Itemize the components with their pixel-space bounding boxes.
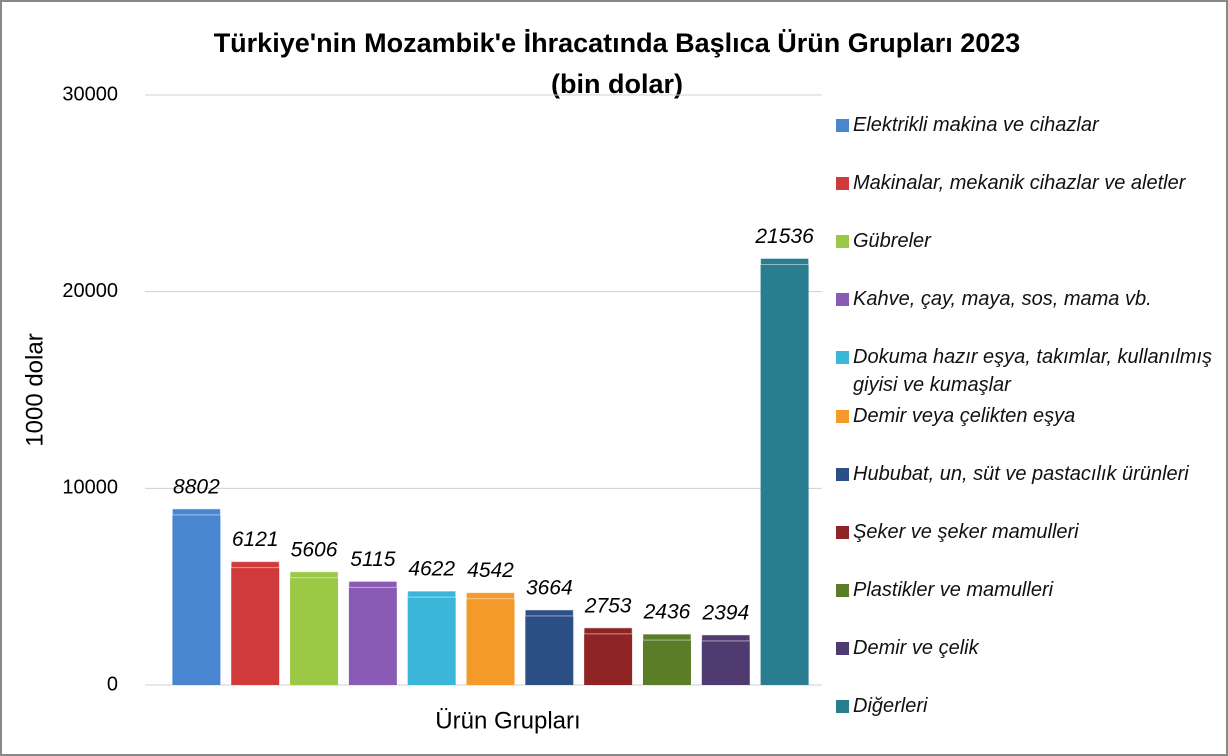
y-tick-label: 10000 xyxy=(62,477,118,499)
bar-top xyxy=(171,508,221,516)
y-tick-label: 0 xyxy=(107,673,118,695)
data-label: 2753 xyxy=(584,594,632,617)
bar xyxy=(407,594,456,685)
bar-top xyxy=(642,633,692,641)
legend-swatch xyxy=(836,467,849,481)
data-label: 2394 xyxy=(701,601,749,624)
data-label: 8802 xyxy=(173,475,220,498)
bar xyxy=(525,612,574,685)
legend-item: Diğerleri xyxy=(836,692,1216,720)
data-label: 2436 xyxy=(643,601,691,624)
legend-item: Hububat, un, süt ve pastacılık ürünleri xyxy=(836,460,1216,488)
legend-item: Demir ve çelik xyxy=(836,634,1216,662)
legend-label: Demir ve çelik xyxy=(853,636,979,659)
bar xyxy=(348,584,397,685)
data-label: 5115 xyxy=(350,548,395,571)
bar-top xyxy=(760,257,810,265)
legend-swatch xyxy=(836,700,849,713)
legend-swatch xyxy=(836,641,849,655)
legend-label: Hububat, un, süt ve pastacılık ürünleri xyxy=(853,462,1189,485)
bar-top xyxy=(701,634,751,642)
bar xyxy=(642,637,691,685)
bar xyxy=(466,595,515,685)
legend-item: Dokuma hazır eşya, takımlar, kullanılmış… xyxy=(836,343,1216,399)
legend-swatch xyxy=(836,177,849,191)
chart-subtitle: (bin dolar) xyxy=(551,69,683,99)
legend-swatch xyxy=(836,293,849,307)
legend-swatch xyxy=(836,235,849,249)
bar xyxy=(760,261,809,685)
data-label: 3664 xyxy=(526,576,573,599)
bar xyxy=(231,564,280,685)
data-label: 21536 xyxy=(754,225,814,248)
legend-item: Makinalar, mekanik cihazlar ve aletler xyxy=(836,169,1216,197)
bar-top xyxy=(524,609,574,617)
legend-label: Demir veya çelikten eşya xyxy=(853,404,1076,427)
bar-top xyxy=(230,561,280,569)
legend-label: Makinalar, mekanik cihazlar ve aletler xyxy=(853,172,1186,195)
data-label: 6121 xyxy=(232,528,279,551)
bar-top xyxy=(289,571,339,579)
legend-label: Elektrikli makina ve cihazlar xyxy=(853,114,1099,136)
bar xyxy=(584,630,633,685)
chart-title: Türkiye'nin Mozambik'e İhracatında Başlı… xyxy=(214,28,1021,58)
legend-item: Şeker ve şeker mamulleri xyxy=(836,518,1216,546)
legend-item: Gübreler xyxy=(836,227,1216,255)
legend-label: Kahve, çay, maya, sos, mama vb. xyxy=(853,288,1152,311)
legend-label: Dokuma hazır eşya, takımlar, kullanılmış… xyxy=(853,346,1213,397)
legend-swatch xyxy=(836,525,849,539)
bar-top xyxy=(407,590,457,598)
legend-item: Kahve, çay, maya, sos, mama vb. xyxy=(836,285,1216,313)
data-label: 4622 xyxy=(408,558,455,581)
bar-top xyxy=(348,580,398,588)
bar xyxy=(172,511,221,685)
bar-top xyxy=(466,592,515,600)
legend-swatch xyxy=(836,351,849,365)
legend-label: Plastikler ve mamulleri xyxy=(853,578,1054,601)
y-tick-label: 20000 xyxy=(62,280,118,302)
data-label: 4542 xyxy=(467,559,514,582)
legend-item: Plastikler ve mamulleri xyxy=(836,576,1216,604)
y-axis-label: 1000 dolar xyxy=(21,333,48,446)
legend-swatch xyxy=(836,583,849,597)
y-tick-label: 30000 xyxy=(62,83,118,105)
legend-swatch xyxy=(836,409,849,423)
x-axis-label: Ürün Grupları xyxy=(435,707,580,734)
data-label: 5606 xyxy=(291,538,338,561)
legend-label: Diğerleri xyxy=(853,695,928,717)
legend-label: Şeker ve şeker mamulleri xyxy=(853,520,1079,543)
legend-item: Elektrikli makina ve cihazlar xyxy=(836,111,1216,139)
bar xyxy=(290,574,339,685)
bar xyxy=(701,637,750,685)
legend-label: Gübreler xyxy=(853,230,931,253)
legend-swatch xyxy=(836,119,849,132)
legend-item: Demir veya çelikten eşya xyxy=(836,402,1216,430)
bar-top xyxy=(583,627,633,635)
